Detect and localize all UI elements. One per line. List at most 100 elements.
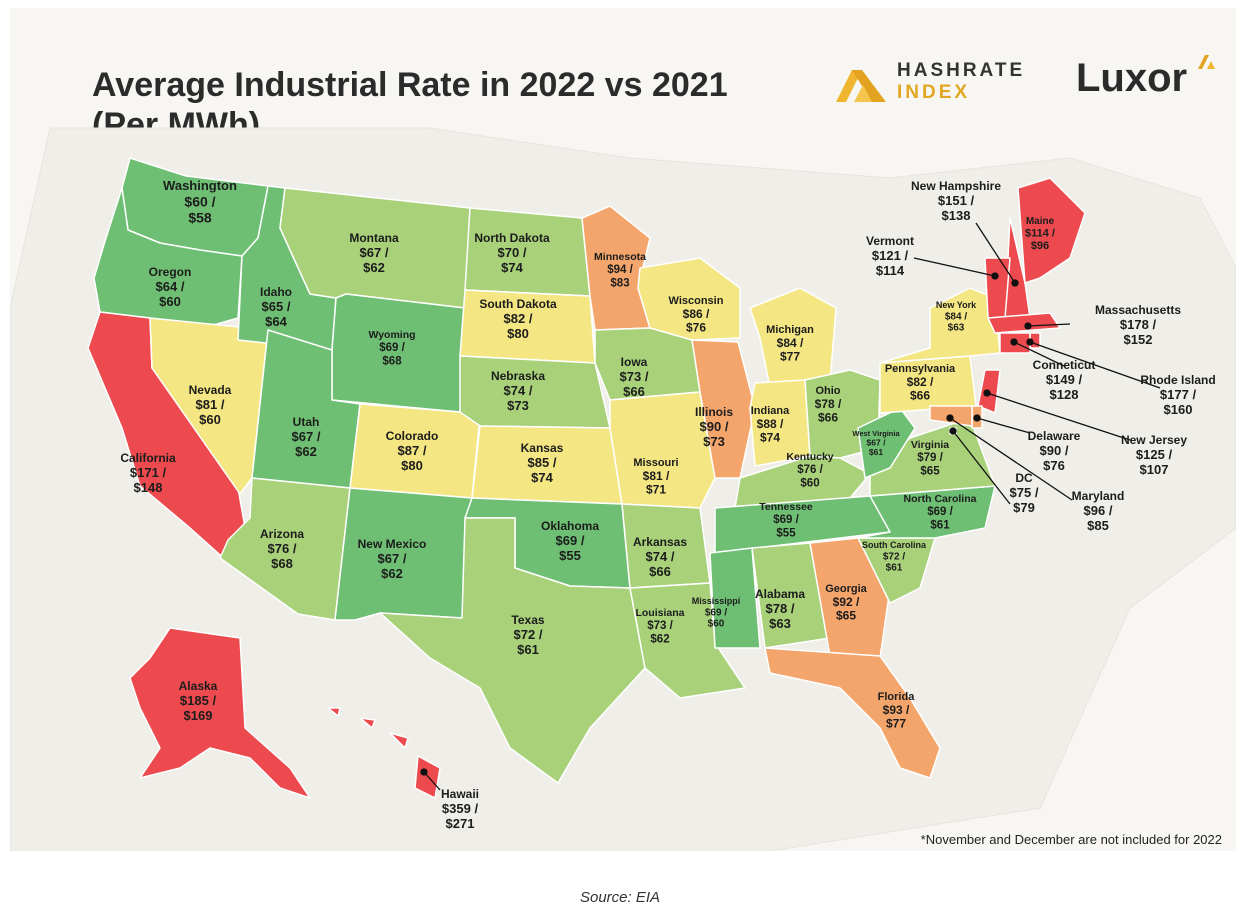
state-mississippi: [709, 547, 761, 649]
luxor-wordmark: Luxor: [1076, 56, 1188, 100]
state-label-utah: Utah $67 /$62: [292, 415, 321, 459]
state-label-georgia: Georgia $92 /$65: [825, 583, 867, 623]
state-label-california: California $171 /$148: [120, 451, 176, 495]
leader-line-connecticut: [1013, 341, 1065, 367]
leader-line-dc: [952, 430, 1011, 505]
state-georgia: [809, 537, 891, 659]
state-wisconsin: [637, 257, 741, 341]
state-label-wyoming: Wyoming $69 /$68: [368, 329, 415, 367]
state-florida: [764, 647, 941, 779]
leader-line-new-hampshire: [975, 222, 1016, 284]
leader-dot-new-hampshire: [1011, 279, 1019, 287]
state-label-connecticut: Conneticut $149 /$128: [1033, 358, 1096, 402]
leader-dot-rhode-island: [1026, 338, 1034, 346]
state-label-florida: Florida $93 /$77: [878, 691, 916, 731]
state-label-nebraska: Nebraska $74 /$73: [491, 369, 545, 413]
title-line-1: Average Industrial Rate in 2022 vs 2021: [92, 66, 728, 104]
state-label-tennessee: Tennessee $69 /$55: [759, 501, 813, 539]
states-layer: [87, 157, 1086, 799]
state-label-new-jersey: New Jersey $125 /$107: [1121, 433, 1187, 477]
state-label-maine: Maine $114 /$96: [1025, 216, 1055, 252]
state-alaska: [129, 627, 311, 799]
state-label-north-carolina: North Carolina $69 /$61: [904, 493, 977, 531]
state-label-illinois: Illinois $90 /$73: [695, 405, 733, 449]
state-label-texas: Texas $72 /$61: [511, 613, 544, 657]
state-label-ohio: Ohio $78 /$66: [815, 385, 842, 425]
state-label-dc: DC $75 /$79: [1010, 471, 1039, 515]
state-label-nevada: Nevada $81 /$60: [189, 383, 232, 427]
state-label-vermont: Vermont $121 /$114: [866, 234, 914, 278]
state-label-rhode-island: Rhode Island $177 /$160: [1140, 373, 1215, 417]
state-label-pennsylvania: Pennsylvania $82 /$66: [885, 363, 956, 403]
map-card: Average Industrial Rate in 2022 vs 2021 …: [10, 8, 1236, 851]
hashrate-index-logo-icon: [836, 70, 886, 102]
state-label-alaska: Alaska $185 /$169: [179, 679, 218, 723]
brand-index: INDEX: [897, 82, 971, 103]
leader-line-delaware: [976, 417, 1031, 434]
state-label-arkansas: Arkansas $74 /$66: [633, 535, 687, 579]
state-label-minnesota: Minnesota $94 /$83: [594, 251, 646, 289]
luxor-mark-icon: [1198, 55, 1215, 69]
state-label-hawaii: Hawaii $359 /$271: [441, 787, 479, 831]
state-louisiana: [629, 582, 746, 699]
leader-line-new-jersey: [986, 392, 1131, 441]
state-label-louisiana: Louisiana $73 /$62: [635, 607, 684, 645]
state-label-arizona: Arizona $76 /$68: [260, 527, 304, 571]
state-label-wisconsin: Wisconsin $86 /$76: [669, 295, 724, 335]
state-labels: Washington $60 /$58 Oregon $64 /$60 Californ…: [120, 178, 1215, 831]
hashrate-index-wordmark: HASHRATE INDEX: [897, 60, 1025, 104]
state-label-kentucky: Kentucky $76 /$60: [786, 451, 833, 489]
leader-line-hawaii: [423, 771, 441, 791]
state-label-indiana: Indiana $88 /$74: [751, 405, 790, 445]
state-label-west-virginia: West Virginia $67 /$61: [852, 429, 900, 457]
state-label-new-mexico: New Mexico $67 /$62: [358, 537, 427, 581]
state-iowa: [594, 327, 701, 401]
brand-hashrate: HASHRATE: [897, 60, 1026, 81]
leader-dot-vermont: [991, 272, 999, 280]
state-label-massachusetts: Massachusetts $178 /$152: [1095, 303, 1181, 347]
state-massachusetts: [987, 312, 1061, 334]
leader-dot-massachusetts: [1024, 322, 1032, 330]
state-label-washington: Washington $60 /$58: [163, 178, 237, 226]
us-states-map: Washington $60 /$58 Oregon $64 /$60 Californ…: [10, 127, 1236, 851]
state-label-south-dakota: South Dakota $82 /$80: [479, 297, 557, 341]
leader-line-maryland: [949, 417, 1073, 501]
leader-line-massachusetts: [1027, 323, 1071, 327]
state-label-maryland: Maryland $96 /$85: [1072, 489, 1125, 533]
state-label-north-dakota: North Dakota $70 /$74: [474, 231, 550, 275]
footnote: *November and December are not included …: [920, 832, 1222, 847]
state-label-kansas: Kansas $85 /$74: [521, 441, 564, 485]
leader-dot-hawaii: [420, 768, 428, 776]
state-oregon: [93, 187, 243, 327]
state-new-york: [879, 287, 1001, 364]
state-hawaii: [327, 707, 441, 799]
state-label-colorado: Colorado $87 /$80: [386, 429, 439, 473]
state-label-oklahoma: Oklahoma $69 /$55: [541, 519, 599, 563]
state-label-new-york: New York $84 /$63: [936, 300, 977, 334]
leader-line-rhode-island: [1029, 341, 1161, 389]
state-label-alabama: Alabama $78 /$63: [755, 587, 805, 631]
state-label-delaware: Delaware $90 /$76: [1028, 429, 1081, 473]
leader-line-vermont: [913, 257, 996, 277]
state-label-idaho: Idaho $65 /$64: [260, 285, 292, 329]
leader-dot-maryland: [946, 414, 954, 422]
state-vermont: [984, 257, 1011, 319]
state-label-iowa: Iowa $73 /$66: [620, 355, 649, 399]
state-label-missouri: Missouri $81 /$71: [633, 457, 678, 497]
state-indiana: [749, 379, 811, 467]
leader-lines: [420, 222, 1161, 791]
leader-dot-new-jersey: [983, 389, 991, 397]
state-label-oregon: Oregon $64 /$60: [149, 265, 192, 309]
state-label-montana: Montana $67 /$62: [349, 231, 399, 275]
leader-dot-dc: [949, 427, 957, 435]
leader-dot-connecticut: [1010, 338, 1018, 346]
leader-dot-delaware: [973, 414, 981, 422]
state-label-mississippi: Mississippi $69 /$60: [692, 596, 741, 630]
state-nebraska: [459, 355, 611, 429]
page-title: Average Industrial Rate in 2022 vs 2021 …: [92, 65, 728, 145]
state-north-dakota: [464, 207, 591, 297]
state-texas: [379, 517, 646, 784]
state-label-south-carolina: South Carolina $72 /$61: [862, 540, 927, 574]
state-label-virginia: Virginia $79 /$65: [911, 439, 949, 477]
source-caption: Source: EIA: [579, 889, 661, 906]
